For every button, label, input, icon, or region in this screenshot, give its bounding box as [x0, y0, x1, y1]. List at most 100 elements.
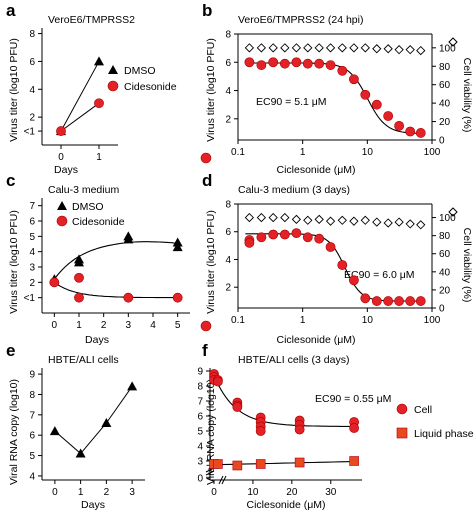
chart-c-cidesonide-point-1 [74, 272, 84, 283]
chart-f-cell-point-7 [232, 402, 243, 412]
chart-d-cell-viability-point-0 [244, 212, 255, 223]
chart-e-y-tick-label-1: 5 [29, 451, 35, 462]
chart-b-y-tick-label-1: 4 [225, 86, 231, 97]
legend-c-cidesonide-label: Cidesonide [72, 216, 125, 228]
chart-b-virus-titer-point-2 [268, 57, 279, 68]
legend-c-cidesonide-marker [56, 215, 68, 227]
chart-b-yr-tick-label-1: 20 [439, 117, 451, 128]
panel-c-label: c [6, 171, 15, 190]
chart-f-liquid-phase-point-1 [213, 459, 223, 469]
chart-c-x-tick-label-5: 5 [175, 320, 181, 331]
panel-d-label: d [202, 171, 212, 190]
chart-d-title: Calu-3 medium (3 days) [238, 184, 350, 196]
legend-d-diamond-marker [448, 207, 458, 217]
chart-b-virus-titer-point-15 [415, 128, 426, 138]
chart-d-ylabel-right: Cell viability (%) [461, 228, 473, 303]
chart-b-yr-tick-label-3: 60 [439, 80, 451, 91]
chart-d-virus-titer-point-6 [302, 232, 313, 243]
chart-e-x-tick-label-2: 2 [104, 487, 110, 498]
chart-f-cell-point-14 [294, 424, 305, 435]
chart-a-title: VeroE6/TMPRSS2 [48, 14, 135, 26]
chart-d-yr-tick-label-5: 100 [439, 213, 456, 224]
legend-f-liquid-marker [396, 427, 408, 439]
chart-f-cell-point-16 [349, 423, 360, 433]
chart-d-cell-viability-point-10 [360, 215, 370, 225]
chart-c-cid-fit-curve [53, 281, 178, 299]
chart-e-y-tick-label-2: 6 [29, 431, 35, 442]
chart-f-xlabel: Ciclesonide (μM) [247, 499, 326, 511]
chart-e-series-point-0 [49, 426, 60, 436]
chart-b-virus-titer-point-3 [279, 58, 290, 69]
chart-c-x-tick-label-3: 3 [126, 320, 132, 331]
chart-d-y-tick-label-1: 4 [225, 255, 231, 266]
chart-f-x-tick-label-0: 0 [211, 487, 217, 498]
chart-d-cell-viability-point-12 [383, 218, 393, 228]
chart-b-cell-viability-point-4 [291, 43, 302, 53]
chart-f-x-tick-label-1: 10 [247, 487, 259, 498]
chart-d-virus-titer-point-3 [268, 229, 279, 240]
chart-f-cell-point-4 [212, 376, 223, 387]
chart-d-x-tick-label-2: 10 [362, 315, 374, 326]
chart-b-virus-titer-point-9 [349, 74, 359, 85]
chart-e-xlabel: Days [81, 499, 105, 511]
chart-b-cell-viability-point-9 [349, 43, 359, 53]
chart-d-y-tick-label-2: 6 [225, 227, 231, 238]
panel-b-label: b [202, 1, 212, 20]
chart-b-right-legend [448, 37, 458, 47]
chart-d-y-tick-label-0: 2 [225, 283, 231, 294]
chart-d-cell-viability-point-3 [280, 212, 290, 223]
chart-e-series-line [54, 386, 133, 455]
chart-b-virus-titer-point-8 [337, 65, 348, 76]
chart-d-virus-titer-point-1 [244, 237, 255, 248]
chart-e-y-tick-label-5: 9 [29, 370, 35, 381]
chart-b-x-tick-label-0: 0.1 [231, 147, 245, 158]
chart-c-y-tick-label-4: 5 [29, 232, 35, 243]
chart-d-virus-titer-point-8 [325, 242, 336, 252]
chart-f-y-break-2 [205, 470, 215, 476]
chart-a-y-tick-label-3: 6 [29, 57, 35, 68]
chart-a-y-tick-label-2: 4 [29, 85, 35, 96]
chart-a-series-line-0 [60, 61, 100, 132]
chart-c-y-tick-label-5: 6 [29, 217, 35, 228]
chart-a-y-tick-label-4: 8 [29, 29, 35, 40]
chart-f-y-tick-label-6: 8 [197, 382, 203, 393]
chart-b-virus-titer-point-4 [291, 57, 302, 68]
chart-a-dmso-point-1 [94, 56, 104, 66]
chart-f-liquid-phase-point-4 [294, 457, 305, 468]
chart-f-y-tick-label-7: 9 [197, 367, 203, 378]
chart-c-y-tick-label-0: <1 [24, 293, 36, 304]
chart-b-cell-viability-point-11 [372, 44, 382, 54]
chart-c-x-tick-label-0: 0 [52, 320, 58, 331]
legend-a-dmso-marker [108, 65, 118, 74]
chart-d-virus-titer-point-13 [383, 296, 394, 306]
chart-c-y-tick-label-2: 3 [29, 263, 35, 274]
chart-d-virus-titer-point-12 [371, 296, 382, 306]
chart-c-cidesonide-point-2 [74, 292, 84, 303]
chart-d-ylabel: Virus titer (log10 PFU) [205, 210, 217, 314]
chart-d-y-tick-label-3: 8 [225, 200, 231, 211]
chart-e-y-tick-label-0: 4 [29, 471, 35, 482]
panel-f-label: f [202, 341, 208, 360]
chart-c-cidesonide-point-3 [123, 292, 134, 303]
chart-d-ec90: EC90 = 6.0 μM [344, 269, 415, 281]
chart-b-cell-viability-point-2 [268, 43, 278, 53]
chart-b-virus-titer-point-1 [256, 60, 267, 70]
chart-d-virus-titer-point-11 [360, 293, 371, 304]
chart-d-virus-titer-point-15 [405, 296, 416, 306]
chart-f-ylabel: Viral RNA copy (log10) [205, 379, 217, 485]
chart-d-x-tick-label-0: 0.1 [231, 315, 245, 326]
chart-d-virus-titer-point-2 [256, 232, 267, 243]
chart-a-legend: DMSO Cidesonide [107, 65, 177, 93]
chart-c-cidesonide-point-0 [49, 277, 60, 288]
chart-b-virus-titer-point-0 [244, 57, 255, 68]
chart-d-yr-tick-label-0: 0 [439, 304, 445, 315]
panel-a-label: a [6, 1, 16, 20]
chart-d-cell-viability-point-8 [337, 215, 347, 225]
chart-b-left-legend [200, 152, 212, 164]
chart-b-y-tick-label-3: 8 [225, 30, 231, 41]
chart-e-x-tick-label-3: 3 [129, 487, 135, 498]
chart-b-virus-titer-point-13 [394, 120, 405, 131]
chart-b-x-tick-label-2: 10 [362, 147, 374, 158]
chart-b-y-tick-label-2: 6 [225, 58, 231, 69]
chart-b-cell-viability-point-8 [337, 43, 347, 53]
